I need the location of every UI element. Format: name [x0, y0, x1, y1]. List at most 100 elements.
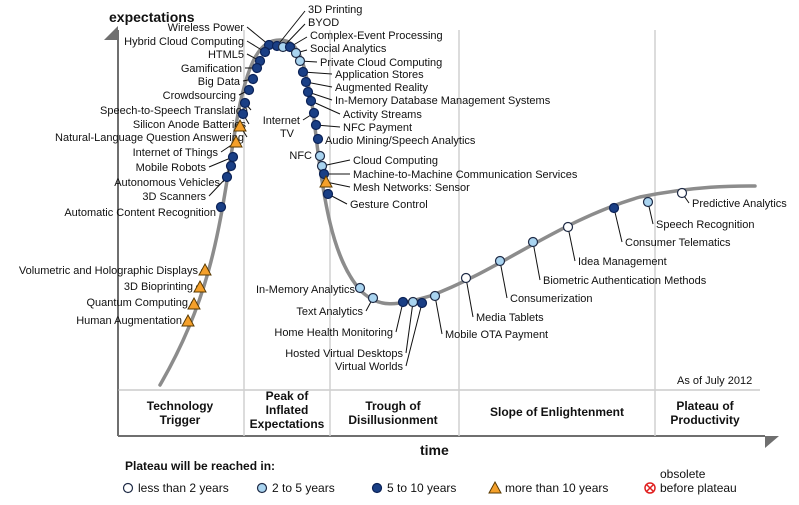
phase-line: Disillusionment [348, 413, 437, 427]
marker-virtual-worlds [416, 297, 428, 309]
tech-label-line: TV [280, 128, 295, 140]
tech-label-audio-mining-speech-analytics: Audio Mining/Speech Analytics [325, 135, 476, 147]
marker-biometric-authentication-methods [527, 236, 539, 248]
marker-quantum-computing [187, 296, 201, 310]
legend: Plateau will be reached in: less than 2 … [122, 459, 737, 495]
tech-label-speech-to-speech-translation: Speech-to-Speech Translation [100, 105, 248, 117]
marker-text-analytics [367, 292, 379, 304]
phase-label-slope: Slope of Enlightenment [490, 405, 624, 419]
phase-labels: Technology Trigger Peak of Inflated Expecta… [147, 389, 740, 431]
tech-label-internet-tv: Internet TV [263, 115, 300, 140]
marker-internet-tv [308, 107, 320, 119]
tech-label-natural-language-question-answering: Natural-Language Question Answering [55, 132, 244, 144]
phase-line: Technology [147, 399, 214, 413]
tech-label-private-cloud-computing: Private Cloud Computing [320, 57, 442, 69]
leader-line-idea-management [567, 226, 576, 262]
tech-label-consumer-telematics: Consumer Telematics [625, 237, 731, 249]
marker-social-analytics [290, 47, 302, 59]
marker-natural-language-question-answering [233, 118, 247, 132]
marker-crowdsourcing [243, 84, 255, 96]
tech-label-silicon-anode-batteries: Silicon Anode Batteries [133, 119, 247, 131]
tech-label-3d-printing: 3D Printing [308, 4, 362, 16]
tech-label-mesh-networks-sensor: Mesh Networks: Sensor [353, 182, 470, 194]
phase-line: Peak of [266, 389, 310, 403]
marker-audio-mining-speech-analytics [312, 133, 324, 145]
tech-label-nfc-payment: NFC Payment [343, 122, 412, 134]
legend-marker-lt2 [122, 482, 134, 494]
tech-label-hybrid-cloud-computing: Hybrid Cloud Computing [124, 36, 244, 48]
marker-autonomous-vehicles [225, 160, 237, 172]
legend-label-gt10: more than 10 years [505, 481, 608, 495]
marker-consumer-telematics [608, 202, 620, 214]
tech-label-complex-event-processing: Complex-Event Processing [310, 30, 443, 42]
tech-label-nfc: NFC [289, 150, 312, 162]
marker-augmented-reality [300, 76, 312, 88]
marker-human-augmentation [181, 313, 195, 327]
phase-line: Productivity [670, 413, 740, 427]
marker-home-health-monitoring [397, 296, 409, 308]
marker-mesh-networks-sensor [319, 174, 333, 188]
tech-label-virtual-worlds: Virtual Worlds [335, 361, 404, 373]
legend-label-2to5: 2 to 5 years [272, 481, 335, 495]
phase-line: Expectations [250, 417, 325, 431]
tech-label-human-augmentation: Human Augmentation [76, 315, 182, 327]
phase-label-plateau: Plateau of Productivity [670, 399, 740, 427]
tech-label-speech-recognition: Speech Recognition [656, 219, 754, 231]
tech-label-gesture-control: Gesture Control [350, 199, 428, 211]
marker-application-stores [297, 66, 309, 78]
tech-label-line: Internet [263, 115, 300, 127]
tech-label-3d-scanners: 3D Scanners [142, 191, 206, 203]
tech-label-activity-streams: Activity Streams [343, 109, 422, 121]
tech-label-internet-of-things: Internet of Things [133, 147, 219, 159]
tech-label-quantum-computing: Quantum Computing [87, 297, 189, 309]
leader-line-biometric-authentication-methods [532, 241, 541, 281]
legend-marker-5to10 [371, 482, 383, 494]
legend-items: less than 2 years 2 to 5 years 5 to 10 yea… [122, 467, 737, 495]
tech-label-biometric-authentication-methods: Biometric Authentication Methods [543, 275, 707, 287]
tech-label-social-analytics: Social Analytics [310, 43, 387, 55]
marker-hybrid-cloud-computing [259, 46, 271, 58]
phase-label-peak: Peak of Inflated Expectations [250, 389, 325, 431]
date-note: As of July 2012 [677, 375, 752, 387]
tech-label-consumerization: Consumerization [510, 293, 593, 305]
marker-mobile-robots [227, 151, 239, 163]
tech-label-machine-to-machine-communication-services: Machine-to-Machine Communication Service… [353, 169, 578, 181]
leader-line-mobile-ota-payment [434, 295, 443, 335]
leader-line-activity-streams [310, 100, 341, 115]
marker-gesture-control [322, 188, 334, 200]
tech-label-automatic-content-recognition: Automatic Content Recognition [64, 207, 216, 219]
marker-silicon-anode-batteries [237, 108, 249, 120]
leader-line-home-health-monitoring [395, 301, 404, 333]
tech-label-volumetric-and-holographic-displays: Volumetric and Holographic Displays [19, 265, 199, 277]
tech-label-gamification: Gamification [181, 63, 242, 75]
marker-speech-to-speech-translation [239, 97, 251, 109]
legend-obsolete-cross-b [646, 484, 654, 492]
legend-title: Plateau will be reached in: [125, 459, 275, 473]
marker-mobile-ota-payment [429, 290, 441, 302]
x-axis-title: time [420, 442, 449, 458]
y-axis-title: expectations [109, 9, 195, 25]
tech-label-mobile-robots: Mobile Robots [136, 162, 207, 174]
tech-label-in-memory-analytics: In-Memory Analytics [256, 284, 356, 296]
marker-predictive-analytics [676, 187, 688, 199]
tech-label-predictive-analytics: Predictive Analytics [692, 198, 787, 210]
tech-label-media-tablets: Media Tablets [476, 312, 544, 324]
phase-label-technology-trigger: Technology Trigger [147, 399, 214, 427]
marker-nfc [314, 150, 326, 162]
marker-private-cloud-computing [294, 55, 306, 67]
legend-label-obsolete-top: obsolete [660, 467, 706, 481]
phase-label-trough: Trough of Disillusionment [348, 399, 437, 427]
marker-3d-bioprinting [193, 279, 207, 293]
tech-label-mobile-ota-payment: Mobile OTA Payment [445, 329, 548, 341]
leader-line-hosted-virtual-desktops [405, 301, 414, 354]
legend-label-obsolete: before plateau [660, 481, 737, 495]
technology-labels: Wireless Power Hybrid Cloud ComputingHTML… [19, 4, 787, 373]
marker-big-data [247, 73, 259, 85]
technology-markers [181, 39, 688, 327]
tech-label-autonomous-vehicles: Autonomous Vehicles [114, 177, 220, 189]
marker-gamification [251, 62, 263, 74]
tech-label-hosted-virtual-desktops: Hosted Virtual Desktops [285, 348, 403, 360]
tech-label-text-analytics: Text Analytics [296, 306, 363, 318]
marker-activity-streams [305, 95, 317, 107]
